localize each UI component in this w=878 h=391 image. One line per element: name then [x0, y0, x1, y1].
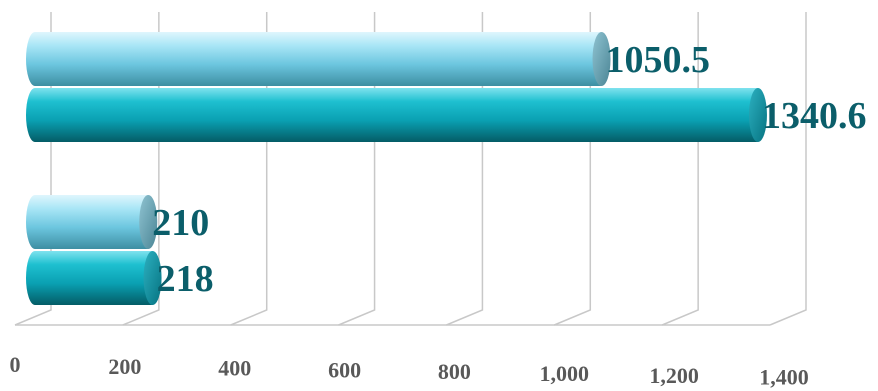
bars — [26, 32, 767, 305]
data-label: 1340.6 — [762, 95, 867, 137]
bar — [26, 88, 767, 142]
x-tick-label: 800 — [438, 359, 471, 384]
data-labels: 1050.5 210 1340.6 218 — [152, 39, 866, 300]
x-tick-label: 600 — [328, 357, 361, 382]
data-label: 218 — [157, 258, 214, 300]
bar — [26, 251, 162, 305]
x-tick-label: 200 — [108, 354, 141, 379]
data-label: 210 — [152, 202, 209, 244]
bar — [26, 195, 158, 249]
x-tick-label: 1,400 — [759, 365, 809, 390]
gridline — [769, 12, 807, 326]
x-axis-ticks: 0 200 400 600 800 1,000 1,200 1,400 — [10, 352, 809, 390]
x-tick-label: 0 — [10, 352, 21, 377]
x-tick-label: 1,200 — [649, 363, 699, 388]
x-tick-label: 400 — [218, 356, 251, 381]
bar — [26, 32, 611, 86]
data-label: 1050.5 — [606, 39, 711, 81]
x-tick-label: 1,000 — [540, 361, 590, 386]
